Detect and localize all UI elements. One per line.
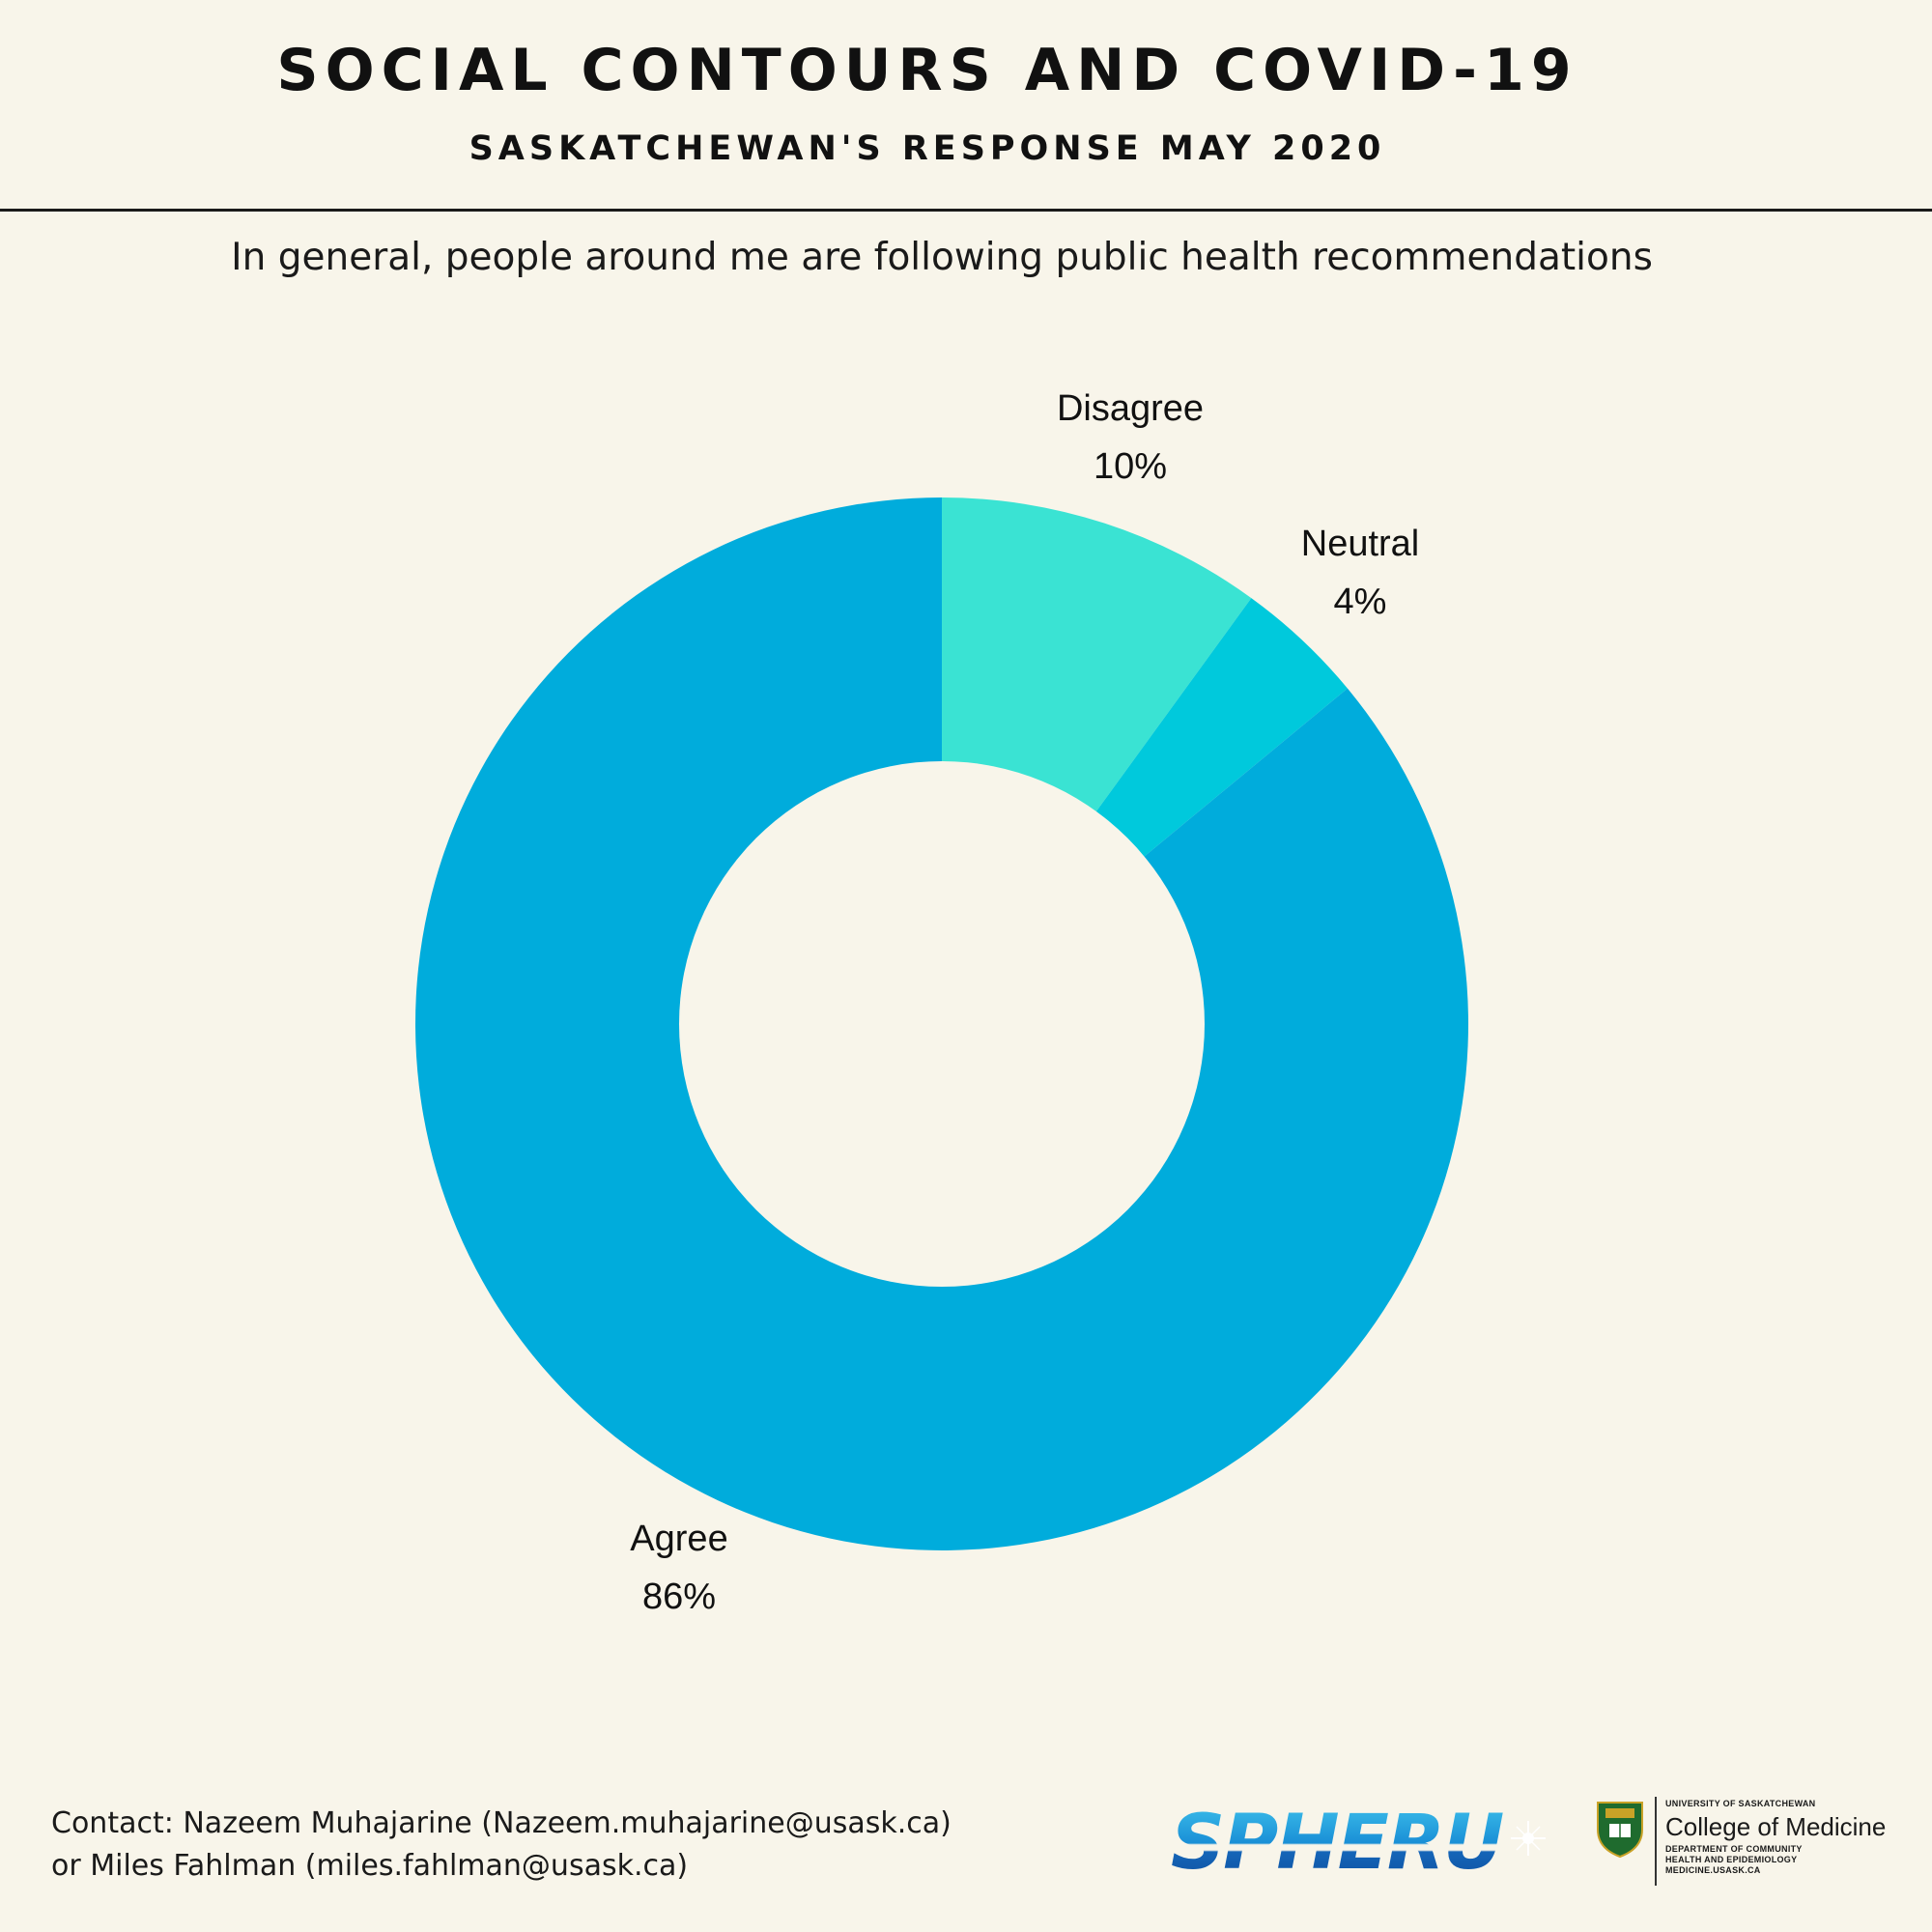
page-subtitle: SASKATCHEWAN'S RESPONSE MAY 2020 [469, 129, 1386, 168]
spheru-logo-text: SPHERU [1171, 1806, 1503, 1874]
college-website: MEDICINE.USASK.CA [1665, 1865, 1761, 1875]
contact-line-2: or Miles Fahlman (miles.fahlman@usask.ca… [51, 1849, 689, 1883]
slice-value-agree: 86% [642, 1577, 716, 1617]
college-name: College of Medicine [1665, 1812, 1887, 1841]
slice-label-neutral: Neutral [1301, 524, 1420, 564]
donut-chart: Disagree 10% Neutral 4% Agree 86% [414, 388, 1468, 1617]
slice-label-agree: Agree [630, 1519, 727, 1559]
contact-info: Contact: Nazeem Muhajarine (Nazeem.muhaj… [51, 1803, 952, 1888]
donut-hole [679, 761, 1205, 1287]
university-crest-icon [1597, 1802, 1643, 1859]
page-title: SOCIAL CONTOURS AND COVID-19 [276, 37, 1578, 104]
department-line-1: DEPARTMENT OF COMMUNITY [1665, 1844, 1803, 1854]
department-line-2: HEALTH AND EPIDEMIOLOGY [1665, 1855, 1798, 1864]
slice-labels: Disagree 10% Neutral 4% Agree 86% [630, 388, 1419, 1617]
slice-value-neutral: 4% [1334, 582, 1387, 622]
university-name: UNIVERSITY OF SASKATCHEWAN [1665, 1799, 1816, 1808]
college-of-medicine-logo: UNIVERSITY OF SASKATCHEWAN College of Me… [1665, 1799, 1886, 1876]
header-divider [0, 209, 1932, 212]
slice-label-disagree: Disagree [1057, 388, 1204, 429]
survey-question: In general, people around me are followi… [231, 236, 1653, 279]
logo-divider [1655, 1797, 1657, 1886]
slice-value-disagree: 10% [1094, 446, 1167, 487]
contact-line-1: Contact: Nazeem Muhajarine (Nazeem.muhaj… [51, 1806, 952, 1840]
spheru-logo: SPHERU [1171, 1806, 1546, 1874]
star-burst-icon [1511, 1821, 1546, 1856]
